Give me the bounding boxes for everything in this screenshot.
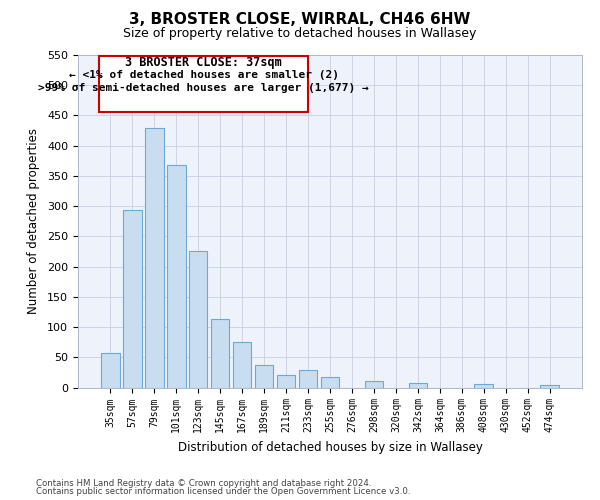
FancyBboxPatch shape: [99, 56, 308, 112]
Text: 3 BROSTER CLOSE: 37sqm: 3 BROSTER CLOSE: 37sqm: [125, 56, 282, 70]
Bar: [365, 381, 383, 388]
Text: 3, BROSTER CLOSE, WIRRAL, CH46 6HW: 3, BROSTER CLOSE, WIRRAL, CH46 6HW: [130, 12, 470, 28]
Text: Size of property relative to detached houses in Wallasey: Size of property relative to detached ho…: [124, 28, 476, 40]
Bar: [320, 377, 340, 388]
Bar: [475, 384, 493, 388]
Text: Contains public sector information licensed under the Open Government Licence v3: Contains public sector information licen…: [36, 488, 410, 496]
Bar: [255, 364, 274, 388]
Text: ← <1% of detached houses are smaller (2): ← <1% of detached houses are smaller (2): [68, 70, 338, 80]
X-axis label: Distribution of detached houses by size in Wallasey: Distribution of detached houses by size …: [178, 441, 482, 454]
Bar: [123, 210, 142, 388]
Bar: [299, 370, 317, 388]
Bar: [409, 382, 427, 388]
Y-axis label: Number of detached properties: Number of detached properties: [27, 128, 40, 314]
Bar: [233, 342, 251, 388]
Bar: [145, 128, 164, 388]
Bar: [189, 251, 208, 388]
Text: >99% of semi-detached houses are larger (1,677) →: >99% of semi-detached houses are larger …: [38, 82, 369, 92]
Bar: [211, 319, 229, 388]
Text: Contains HM Land Registry data © Crown copyright and database right 2024.: Contains HM Land Registry data © Crown c…: [36, 478, 371, 488]
Bar: [101, 353, 119, 388]
Bar: [277, 375, 295, 388]
Bar: [167, 165, 185, 388]
Bar: [541, 385, 559, 388]
